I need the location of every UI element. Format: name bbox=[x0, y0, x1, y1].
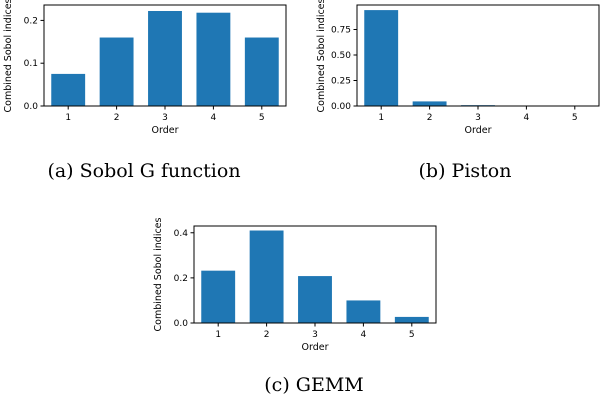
bar-5 bbox=[394, 316, 429, 323]
x-tick-label: 3 bbox=[162, 113, 168, 123]
y-tick-label: 0.75 bbox=[331, 25, 351, 35]
x-tick-label: 4 bbox=[211, 113, 217, 123]
x-axis-label: Order bbox=[465, 125, 492, 136]
y-tick-label: 0.1 bbox=[24, 59, 38, 69]
x-tick-label: 1 bbox=[378, 113, 384, 123]
x-tick-label: 4 bbox=[524, 113, 530, 123]
bar-2 bbox=[99, 37, 134, 107]
y-axis-label: Combined Sobol indices bbox=[153, 217, 164, 331]
chart-panel-1: 1 2 3 4 5 0.0 0.1 0.2 Order Combined Sobol indice… bbox=[3, 0, 287, 182]
x-tick-label: 2 bbox=[427, 113, 433, 123]
x-tick-label: 5 bbox=[572, 113, 578, 123]
bar-5 bbox=[244, 37, 279, 107]
y-axis-label: Combined Sobol indices bbox=[316, 0, 327, 112]
y-tick-label: 0.0 bbox=[24, 102, 39, 112]
y-tick-label: 0.2 bbox=[174, 274, 188, 284]
bar-3 bbox=[148, 10, 182, 107]
x-tick-label: 3 bbox=[475, 113, 481, 123]
x-axis-label: Order bbox=[302, 342, 329, 353]
bar-4 bbox=[196, 12, 231, 106]
bar-1 bbox=[51, 73, 86, 106]
x-tick-label: 5 bbox=[409, 330, 415, 340]
x-tick-label: 2 bbox=[264, 330, 270, 340]
bar-3 bbox=[298, 276, 332, 323]
x-tick-label: 4 bbox=[361, 330, 367, 340]
x-tick-label: 1 bbox=[215, 330, 221, 340]
y-tick-label: 0.25 bbox=[331, 76, 351, 86]
panel-caption: (b) Piston bbox=[419, 160, 512, 182]
chart-panel-2: 1 2 3 4 5 0.00 0.25 0.50 0.75 Order Combined Sobol… bbox=[316, 0, 600, 182]
y-tick-label: 0.50 bbox=[331, 51, 351, 61]
panel-caption: (a) Sobol G function bbox=[47, 160, 240, 182]
y-axis-label: Combined Sobol indices bbox=[3, 0, 14, 112]
x-axis-label: Order bbox=[152, 125, 179, 136]
panel-caption: (c) GEMM bbox=[264, 374, 363, 396]
x-tick-label: 2 bbox=[114, 113, 120, 123]
bar-1 bbox=[364, 10, 399, 106]
bar-2 bbox=[412, 101, 447, 106]
y-tick-label: 0.0 bbox=[174, 319, 189, 329]
bar-2 bbox=[249, 230, 284, 323]
y-tick-label: 0.2 bbox=[24, 16, 38, 26]
y-tick-label: 0.00 bbox=[331, 102, 351, 112]
x-tick-label: 1 bbox=[65, 113, 71, 123]
bar-4 bbox=[346, 300, 381, 323]
x-tick-label: 3 bbox=[312, 330, 318, 340]
y-tick-label: 0.4 bbox=[174, 229, 189, 239]
x-tick-label: 5 bbox=[259, 113, 265, 123]
chart-panel-3: 1 2 3 4 5 0.0 0.2 0.4 Order Combined Sobol indice… bbox=[153, 217, 437, 396]
bar-1 bbox=[201, 270, 236, 323]
